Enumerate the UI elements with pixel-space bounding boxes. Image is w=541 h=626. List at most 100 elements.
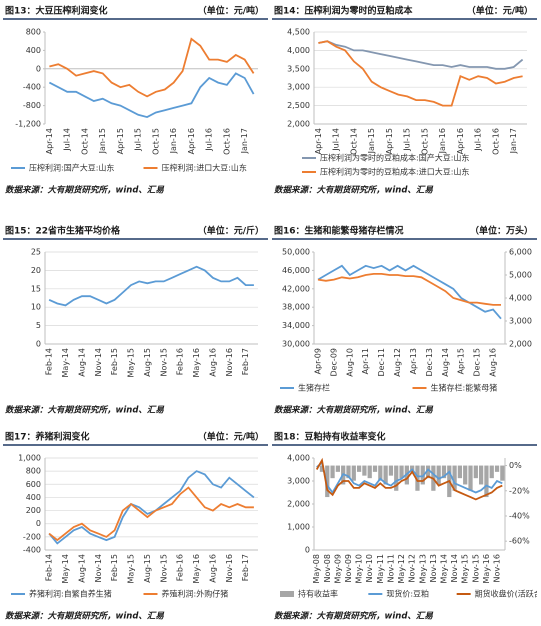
- x-tick-label: Dec-11: [377, 348, 386, 377]
- x-tick-label: Oct-14: [80, 128, 89, 155]
- line-series: [48, 265, 254, 307]
- y2-tick-label: 2,000: [509, 340, 532, 349]
- y-tick-label: 50,000: [282, 248, 310, 257]
- unit-label: （单位：万头）: [470, 225, 533, 237]
- legend-label: 持有收益率: [298, 589, 338, 599]
- unit-label: （单位：元/吨）: [198, 5, 264, 17]
- y-tick-label: 1,000: [287, 523, 310, 532]
- y2-tick-label: 5,000: [509, 271, 532, 280]
- y-tick-label: 0: [36, 519, 41, 528]
- source-note: 数据来源：大有期货研究所，wind、汇易: [274, 611, 433, 622]
- source-note: 数据来源：大有期货研究所，wind、汇易: [5, 405, 164, 416]
- bar: [378, 465, 383, 481]
- x-tick-label: Dec-09: [329, 348, 338, 377]
- chart-panel: 图15：22省市生猪平均价格 （单位：元/斤） 0 5 10 15 20 25 Feb-14 Ma…: [3, 225, 268, 416]
- bar: [351, 465, 356, 481]
- y-tick-label: 1,000: [18, 454, 41, 463]
- bar: [383, 465, 388, 485]
- chart-title: 图18：豆粕持有收益率变化: [274, 431, 386, 443]
- x-tick-label: Nov-16: [493, 554, 502, 582]
- x-tick-label: Feb-16: [176, 348, 185, 375]
- x-tick-label: Dec-13: [425, 348, 434, 377]
- bar: [330, 465, 335, 479]
- y-tick-label: -400: [23, 546, 41, 555]
- x-tick-label: May-14: [61, 348, 70, 377]
- x-tick-label: Nov-16: [225, 554, 234, 582]
- x-tick-label: Nov-15: [159, 554, 168, 582]
- y-tick-label: 34,000: [282, 321, 310, 330]
- x-tick-label: May-13: [418, 554, 427, 583]
- x-tick-label: May-11: [376, 554, 385, 583]
- bar: [452, 465, 457, 491]
- y-tick-label: 400: [26, 493, 41, 502]
- x-tick-label: Oct-16: [491, 128, 500, 155]
- x-tick-label: Apr-15: [457, 348, 466, 374]
- y-tick-label: 400: [26, 46, 41, 55]
- x-tick-label: Oct-15: [151, 128, 160, 155]
- x-tick-label: Apr-09: [313, 348, 322, 374]
- x-tick-label: Aug-14: [77, 348, 86, 377]
- y-tick-label: 38,000: [282, 303, 310, 312]
- chart-panel: 图13：大豆压榨利润变化 （单位：元/吨） -1,200 -800 -400 0 400 80…: [3, 5, 268, 196]
- line-series: [316, 460, 503, 495]
- bar: [362, 465, 367, 476]
- chart-panel: 图16：生猪和能繁母猪存栏情况 （单位：万头） 30,000 34,000 38,000…: [272, 225, 537, 416]
- x-tick-label: May-16: [192, 348, 201, 377]
- line-series: [317, 273, 501, 306]
- legend-label: 压榨利润:进口大豆:山东: [162, 163, 247, 173]
- line-series: [318, 40, 523, 107]
- x-tick-label: May-08: [312, 554, 321, 583]
- x-tick-label: Apr-16: [187, 128, 196, 154]
- x-tick-label: Feb-14: [45, 554, 54, 581]
- y-tick-label: 2,000: [287, 500, 310, 509]
- x-tick-label: May-15: [127, 554, 136, 583]
- line-series: [315, 457, 503, 501]
- y-tick-label: -800: [23, 101, 41, 110]
- bar: [325, 465, 330, 498]
- x-tick-label: Apr-16: [456, 128, 465, 154]
- y2-tick-label: 6,000: [509, 248, 532, 257]
- source-note: 数据来源：大有期货研究所，wind、汇易: [274, 185, 433, 196]
- x-tick-label: Feb-15: [110, 554, 119, 581]
- bar: [394, 465, 399, 491]
- bar: [335, 465, 340, 472]
- x-tick-label: May-16: [192, 554, 201, 583]
- chart-panel: 图14：压榨利润为零时的豆粕成本 （单位：元/吨） 2,000 2,500 3,000 3…: [272, 5, 537, 196]
- x-tick-label: Nov-16: [225, 348, 234, 376]
- x-tick-label: Oct-15: [420, 128, 429, 155]
- x-tick-label: Nov-09: [344, 554, 353, 582]
- y2-tick-label: -60%: [509, 537, 530, 546]
- x-tick-label: Jan-15: [367, 128, 376, 154]
- bar: [463, 465, 468, 485]
- y-tick-label: 42,000: [282, 284, 310, 293]
- y2-tick-label: -20%: [509, 486, 530, 495]
- x-tick-label: May-09: [333, 554, 342, 583]
- legend-label: 现货价:豆粕: [386, 589, 429, 599]
- x-tick-label: Feb-17: [241, 554, 250, 581]
- y-tick-label: -400: [23, 83, 41, 92]
- x-tick-label: Apr-14: [45, 128, 54, 154]
- x-tick-label: Apr-14: [314, 128, 323, 154]
- x-tick-label: Apr-11: [361, 348, 370, 374]
- bar: [500, 465, 505, 481]
- bar: [441, 465, 447, 479]
- legend-label: 压榨利润:国产大豆:山东: [29, 163, 114, 173]
- bar: [494, 465, 500, 472]
- x-tick-label: Nov-14: [94, 348, 103, 376]
- x-tick-label: Nov-13: [429, 554, 438, 582]
- bar: [425, 465, 431, 479]
- y2-tick-label: -40%: [509, 511, 530, 520]
- x-tick-label: Feb-16: [176, 554, 185, 581]
- x-tick-label: May-14: [61, 554, 70, 583]
- y-tick-label: 10: [31, 303, 41, 312]
- y2-tick-label: 4,000: [509, 294, 532, 303]
- bar: [346, 465, 351, 479]
- source-note: 数据来源：大有期货研究所，wind、汇易: [5, 611, 164, 622]
- x-tick-label: Nov-15: [471, 554, 480, 582]
- x-tick-label: Jan-17: [509, 128, 518, 154]
- bar: [484, 465, 489, 498]
- y-tick-label: 4,500: [287, 28, 310, 37]
- x-tick-label: Aug-15: [143, 554, 152, 583]
- bar: [367, 465, 372, 479]
- x-tick-label: Apr-13: [409, 348, 418, 374]
